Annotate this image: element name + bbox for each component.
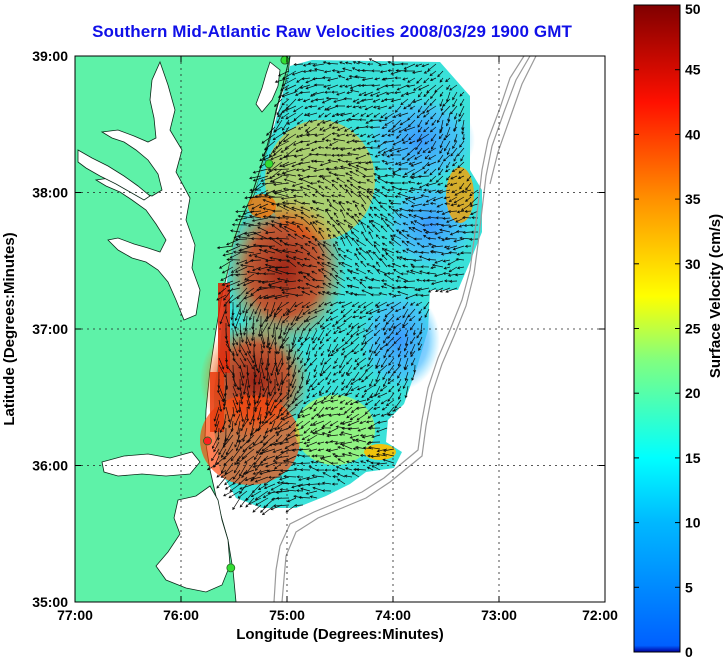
- x-tick-label: 72:00: [582, 607, 618, 623]
- y-axis-label: Latitude (Degrees:Minutes): [1, 232, 18, 425]
- y-tick-label: 39:00: [32, 48, 68, 64]
- station-marker: [280, 56, 290, 65]
- x-tick-label: 76:00: [163, 607, 199, 623]
- colorbar-tick-label: 40: [685, 126, 701, 142]
- albemarle-sound: [101, 451, 201, 477]
- colorbar: [633, 4, 681, 653]
- colorbar-tick-label: 15: [685, 450, 701, 466]
- y-tick-label: 35:00: [32, 594, 68, 610]
- grid-lines: [75, 56, 605, 602]
- pamlico-sound: [155, 485, 231, 593]
- y-tick-label: 36:00: [32, 458, 68, 474]
- station-marker: [203, 436, 212, 446]
- colorbar-tick-label: 20: [685, 385, 701, 401]
- potomac-river: [77, 149, 151, 201]
- x-tick-label: 77:00: [57, 607, 93, 623]
- axis-tick-marks: [75, 56, 605, 602]
- colorbar-tick-label: 0: [685, 644, 693, 659]
- colorbar-ticks: 0 5 10 15 20 25 30 35 40 45 50: [634, 1, 701, 659]
- chesapeake-bay: [94, 60, 201, 321]
- station-marker: [226, 563, 236, 573]
- colorbar-tick-label: 45: [685, 62, 701, 78]
- velocity-vectors: [206, 58, 479, 516]
- x-tick-label: 73:00: [481, 607, 517, 623]
- y-tick-label: 38:00: [32, 185, 68, 201]
- colorbar-tick-label: 5: [685, 579, 693, 595]
- colorbar-label: Surface Velocity (cm/s): [707, 214, 724, 378]
- map-title: Southern Mid-Atlantic Raw Velocities 200…: [92, 22, 572, 41]
- x-tick-label: 75:00: [269, 607, 305, 623]
- x-axis-label: Longitude (Degrees:Minutes): [236, 626, 444, 643]
- colorbar-tick-label: 10: [685, 515, 701, 531]
- colorbar-tick-label: 35: [685, 191, 701, 207]
- delmarva-coast: [231, 56, 291, 247]
- x-tick-label: 74:00: [375, 607, 411, 623]
- colorbar-tick-label: 30: [685, 256, 701, 272]
- velocity-field: [200, 58, 482, 516]
- y-tick-label: 37:00: [32, 321, 68, 337]
- bathymetry-contours: [273, 56, 537, 602]
- colorbar-tick-label: 50: [685, 1, 701, 17]
- colorbar-tick-label: 25: [685, 321, 701, 337]
- station-marker: [264, 159, 274, 169]
